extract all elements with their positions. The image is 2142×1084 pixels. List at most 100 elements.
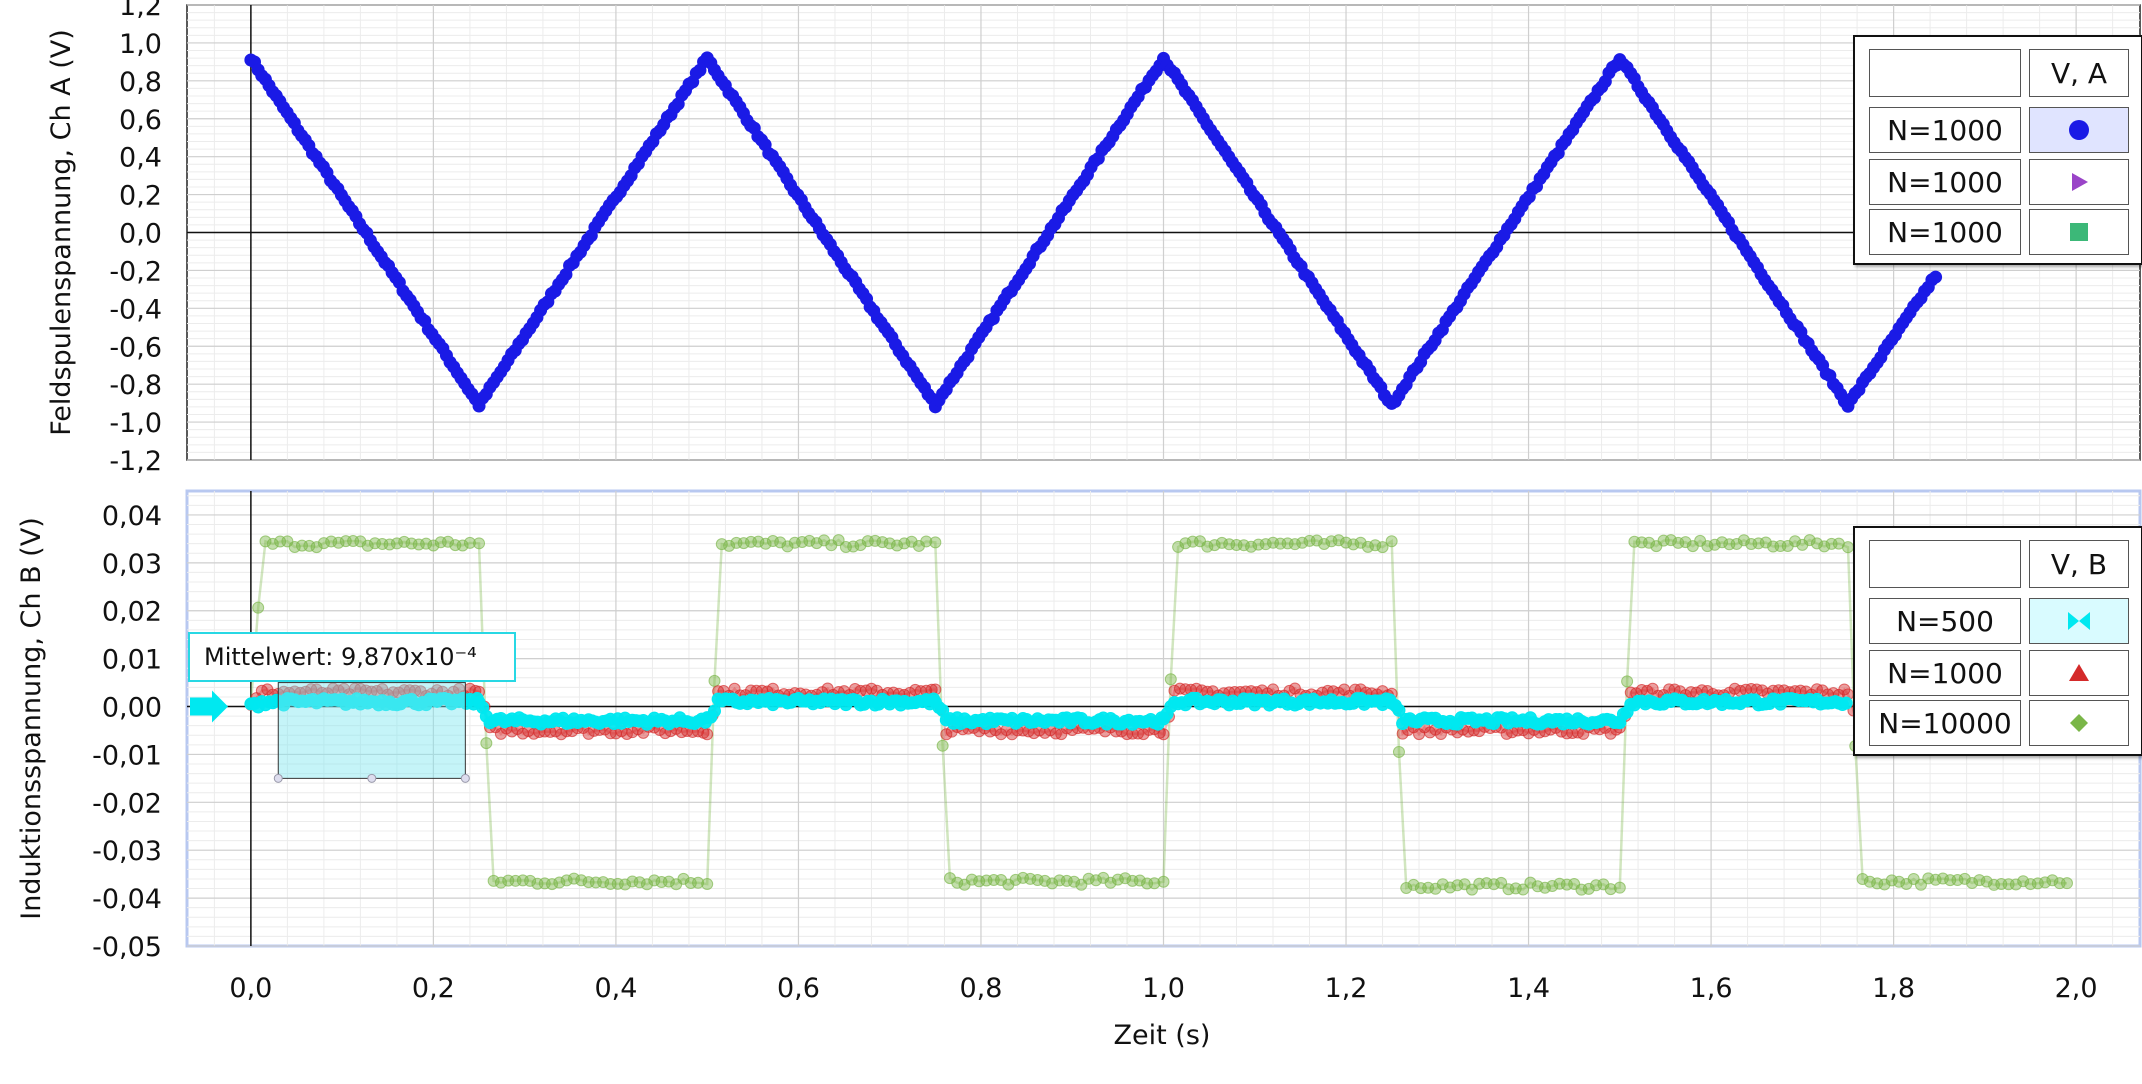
data-point	[883, 537, 896, 550]
data-point	[1215, 536, 1228, 549]
data-point	[1679, 536, 1692, 549]
data-point	[876, 536, 889, 549]
data-point	[1531, 880, 1544, 893]
series-N=1000-top	[244, 51, 1943, 414]
legend-bottom-row-marker[interactable]	[2029, 598, 2129, 644]
x-tick-label: 0,4	[594, 973, 637, 1004]
legend-top-row-label[interactable]: N=1000	[1869, 209, 2021, 255]
data-point	[912, 539, 925, 552]
plot-area-top: 1,2 1,0 0,8 0,6 0,4 0,2 0,0 -0,2 -0,4 -0,6 -0,8 -1,…	[46, 0, 2141, 477]
data-point	[310, 541, 323, 554]
series-N=10000	[244, 534, 2073, 896]
data-point	[303, 539, 316, 552]
data-point	[597, 876, 610, 889]
data-point	[701, 878, 714, 891]
y-tick-label: -0,03	[92, 836, 162, 867]
legend-top-row-marker[interactable]	[2029, 107, 2129, 153]
data-point	[1810, 537, 1823, 550]
data-point	[898, 537, 911, 550]
selection-handle	[367, 773, 377, 783]
data-point	[752, 535, 765, 548]
data-point	[1148, 877, 1161, 890]
data-point	[1582, 882, 1595, 895]
series-line	[249, 538, 2067, 892]
data-point	[943, 872, 956, 885]
legend-bottom-row-marker[interactable]	[2029, 650, 2129, 696]
data-point	[487, 874, 500, 887]
legend-bottom-row-label[interactable]: N=1000	[1869, 650, 2021, 696]
data-point	[715, 538, 728, 551]
legend-bottom-row-label[interactable]: N=500	[1869, 598, 2021, 644]
data-point	[1164, 673, 1177, 686]
data-point	[940, 728, 953, 741]
data-point	[803, 534, 816, 547]
legend-top-row-marker[interactable]	[2029, 209, 2129, 255]
data-point	[869, 534, 882, 547]
data-point	[995, 874, 1008, 887]
data-point	[1407, 878, 1420, 891]
data-point	[2060, 877, 2073, 890]
data-point	[1604, 883, 1617, 896]
data-point	[891, 539, 904, 552]
selection-handle	[273, 773, 283, 783]
data-point	[494, 876, 507, 889]
data-point	[1973, 874, 1986, 887]
y-tick-label: -0,6	[109, 332, 162, 363]
y-tick-label: -0,01	[92, 740, 162, 771]
data-point	[582, 727, 595, 740]
triangle-up-icon	[2069, 664, 2089, 681]
data-point	[1208, 539, 1221, 552]
data-point	[662, 875, 675, 888]
data-point	[1385, 535, 1398, 548]
data-point	[480, 737, 493, 750]
y-tick-label: 0,4	[119, 143, 162, 174]
legend-bottom-row-label[interactable]: N=10000	[1869, 700, 2021, 746]
data-point	[1038, 874, 1051, 887]
data-point	[1538, 881, 1551, 894]
data-point	[1104, 876, 1117, 889]
y-tick-label: 0,02	[102, 597, 162, 628]
data-point	[832, 534, 845, 547]
data-point	[723, 539, 736, 552]
legend-top[interactable]: V, A N=1000 N=1000 N=1000	[1853, 35, 2142, 265]
circle-icon	[2069, 120, 2089, 140]
data-point	[701, 728, 714, 741]
legend-top-row-marker[interactable]	[2029, 159, 2129, 205]
data-point	[1803, 534, 1816, 547]
y-tick-label: 1,0	[119, 29, 162, 60]
mean-value-callout[interactable]: Mittelwert: 9,870x10⁻⁴	[188, 632, 516, 682]
y-tick-label: 0,03	[102, 549, 162, 580]
legend-bottom[interactable]: V, B N=500 N=1000 N=10000	[1853, 526, 2142, 756]
data-point	[1929, 270, 1943, 284]
data-point	[965, 873, 978, 886]
data-point	[1643, 536, 1656, 549]
y-tick-label: -0,04	[92, 884, 162, 915]
data-point	[288, 540, 301, 553]
mean-selection	[190, 682, 470, 783]
legend-top-row-label[interactable]: N=1000	[1869, 107, 2021, 153]
data-point	[442, 535, 455, 548]
x-tick-label: 1,8	[1872, 973, 1915, 1004]
data-point	[456, 539, 469, 552]
data-point	[1839, 696, 1853, 710]
data-point	[1400, 882, 1413, 895]
data-point	[354, 535, 367, 548]
legend-top-row-label[interactable]: N=1000	[1869, 159, 2021, 205]
data-point	[575, 874, 588, 887]
data-point	[1340, 536, 1353, 549]
data-point	[1361, 540, 1374, 553]
series-N=500	[244, 691, 1853, 731]
y-axis-label: Feldspulenspannung, Ch A (V)	[46, 29, 77, 436]
data-point	[1730, 537, 1743, 550]
selection-handle	[460, 773, 470, 783]
data-point	[1157, 875, 1170, 888]
legend-bottom-row-marker[interactable]	[2029, 700, 2129, 746]
data-point	[692, 876, 705, 889]
data-point	[1068, 875, 1081, 888]
data-point	[1237, 539, 1250, 552]
data-point	[774, 536, 787, 549]
x-tick-label: 0,6	[777, 973, 820, 1004]
data-point	[332, 536, 345, 549]
data-point	[259, 535, 272, 548]
data-point	[2009, 878, 2022, 891]
